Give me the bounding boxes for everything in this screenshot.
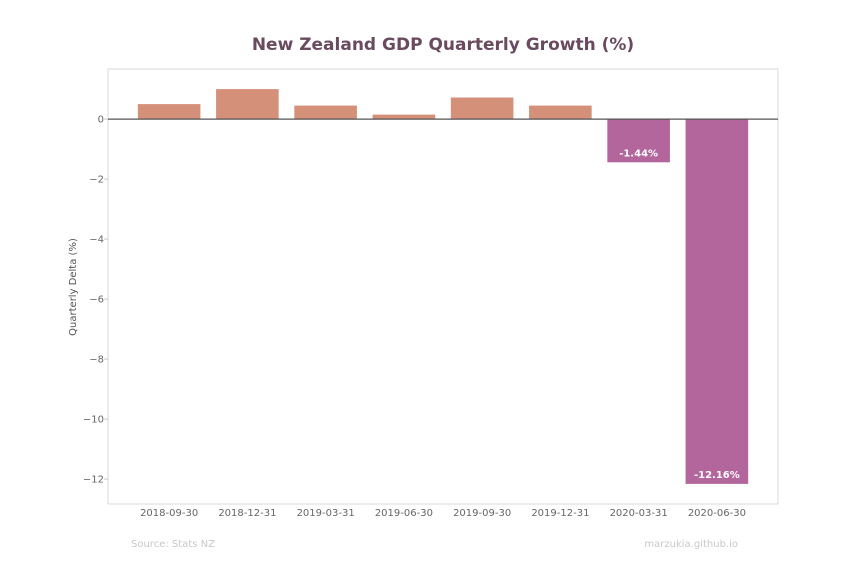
data-labels-layer: -1.44% -12.16% xyxy=(619,148,740,481)
x-tick-label: 2019-06-30 xyxy=(375,508,433,519)
data-label: -1.44% xyxy=(619,148,658,159)
x-ticks-layer: 2018-09-30 2018-12-31 2019-03-31 2019-06-30… xyxy=(140,508,746,519)
y-axis-label: Quarterly Delta (%) xyxy=(68,238,79,336)
source-note: Source: Stats NZ xyxy=(131,539,215,550)
y-tick-label: −4 xyxy=(89,235,104,246)
bar-2018-12-31 xyxy=(216,89,279,120)
chart-title: New Zealand GDP Quarterly Growth (%) xyxy=(252,35,634,55)
x-tick-label: 2019-03-31 xyxy=(297,508,355,519)
credit-note: marzukia.github.io xyxy=(644,539,738,550)
bar-2019-12-31 xyxy=(529,105,592,120)
y-tick-label: −8 xyxy=(89,355,104,366)
bars-layer xyxy=(137,89,749,484)
data-label: -12.16% xyxy=(694,470,740,481)
bar-2020-03-31 xyxy=(607,119,670,163)
bar-2019-09-30 xyxy=(450,97,514,120)
x-tick-label: 2018-09-30 xyxy=(140,508,198,519)
bar-2019-03-31 xyxy=(294,105,357,120)
y-tick-label: −10 xyxy=(83,415,104,426)
bar-2020-06-30 xyxy=(685,119,749,484)
x-tick-label: 2019-09-30 xyxy=(453,508,511,519)
bar-2018-09-30 xyxy=(137,104,201,120)
y-tick-label: 0 xyxy=(98,115,104,126)
x-tick-label: 2020-03-31 xyxy=(610,508,668,519)
x-tick-label: 2019-12-31 xyxy=(531,508,589,519)
y-tick-label: −6 xyxy=(89,295,104,306)
y-ticks-layer: 0 −2 −4 −6 −8 −10 −12 xyxy=(83,115,108,486)
y-tick-label: −2 xyxy=(89,175,104,186)
x-tick-label: 2018-12-31 xyxy=(218,508,276,519)
y-tick-label: −12 xyxy=(83,475,104,486)
x-tick-label: 2020-06-30 xyxy=(688,508,746,519)
plot-frame xyxy=(107,68,779,505)
bar-2019-06-30 xyxy=(372,114,436,120)
